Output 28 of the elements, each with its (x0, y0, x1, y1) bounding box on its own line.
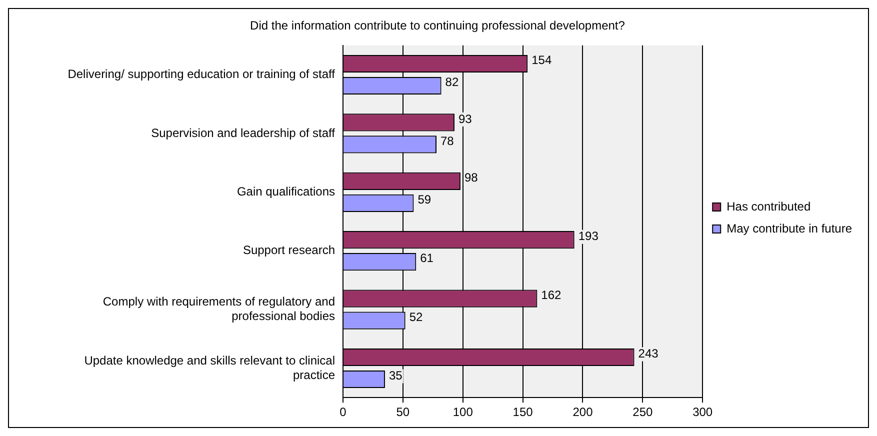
y-tick-label: Support research (242, 243, 335, 258)
data-label: 61 (420, 251, 434, 266)
y-tick-label: Delivering/ supporting education or training of staff (68, 67, 336, 82)
data-label: 52 (409, 310, 424, 324)
y-tick-label: Gain qualifications (236, 184, 335, 198)
data-label: 243 (638, 346, 659, 361)
data-label: 154 (532, 53, 552, 68)
x-tick-label: 200 (572, 405, 594, 420)
y-tick-label: Supervision and leadership of staff (151, 126, 336, 140)
x-tick-label: 250 (632, 405, 653, 420)
x-tick-label: 50 (396, 405, 410, 420)
data-label: 193 (578, 229, 599, 244)
legend-label: May contribute in future (726, 221, 852, 236)
data-label: 162 (541, 288, 562, 302)
x-tick-label: 0 (340, 405, 347, 420)
data-label: 98 (464, 170, 478, 184)
x-tick-label: 300 (692, 405, 713, 420)
data-label: 78 (440, 134, 454, 148)
legend-label: Has contributed (726, 199, 811, 214)
data-label: 82 (445, 75, 459, 90)
x-tick-label: 100 (452, 405, 474, 420)
data-label: 35 (388, 368, 403, 383)
data-label: 59 (418, 192, 432, 206)
chart-title: Did the information contribute to continuing professional development? (250, 18, 626, 33)
y-tick-label: Comply with requirements of regulatory and professional bodies (102, 294, 335, 324)
data-label: 93 (458, 112, 472, 126)
x-tick-label: 150 (512, 405, 534, 420)
y-tick-label: Update knowledge and skills relevant to clinical practice (84, 353, 336, 382)
